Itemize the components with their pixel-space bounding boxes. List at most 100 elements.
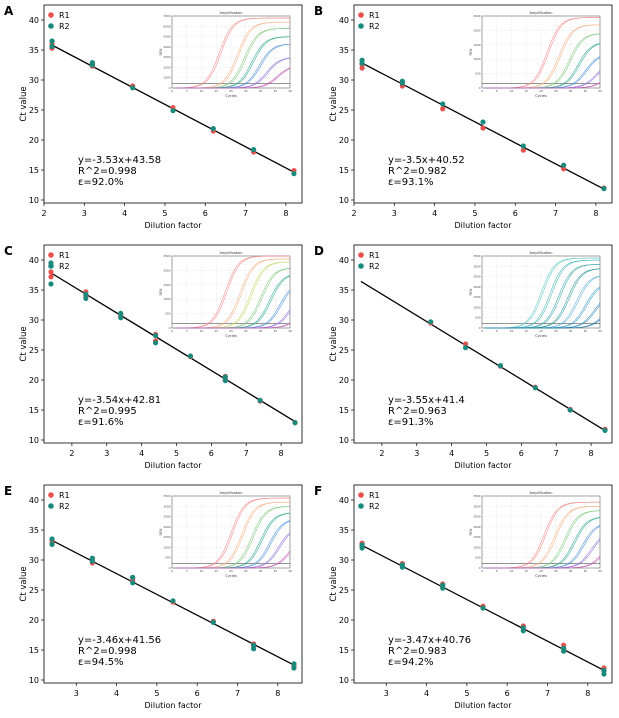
inset-y-tick-label: 500	[165, 312, 171, 316]
inset-y-tick-label: 2500	[163, 254, 170, 258]
inset-y-tick-label: 2000	[163, 525, 170, 529]
y-tick-label: 10	[29, 196, 39, 205]
x-tick-label: 2	[379, 449, 384, 458]
y-tick-label: 30	[29, 316, 39, 325]
legend-marker-r2	[48, 23, 54, 29]
point-r2	[497, 363, 504, 369]
x-tick-label: 6	[203, 209, 208, 218]
inset-x-label: Cycles	[225, 574, 237, 578]
inset-x-tick-label: 5	[496, 329, 498, 333]
x-tick-label: 6	[505, 689, 510, 698]
panel-label: B	[314, 4, 323, 18]
y-tick-label: 10	[29, 436, 39, 445]
y-tick-label: 15	[29, 166, 39, 175]
point-r2	[601, 671, 607, 677]
point-r2	[480, 605, 486, 611]
y-tick-label: 30	[339, 76, 349, 85]
inset-x-tick-label: 20	[539, 569, 543, 573]
legend-label-r2: R2	[369, 22, 380, 31]
x-tick-label: 8	[589, 449, 594, 458]
fit-line	[360, 280, 606, 432]
legend-marker-r1	[48, 252, 54, 258]
legend-label-r1: R1	[59, 11, 70, 20]
legend-label-r2: R2	[369, 262, 380, 271]
fit-annotation: ε=93.1%	[388, 177, 434, 188]
point-r2	[462, 345, 469, 351]
point-r2	[520, 143, 526, 149]
inset-title: Amplification	[530, 491, 553, 495]
inset-y-tick-label: 3500	[473, 254, 480, 258]
inset-y-tick-label: 3000	[163, 55, 170, 59]
inset-x-tick-label: 15	[524, 569, 528, 573]
x-tick-label: 7	[244, 449, 249, 458]
x-tick-label: 3	[384, 689, 389, 698]
inset-x-tick-label: 0	[171, 329, 173, 333]
legend-marker-r1	[358, 252, 364, 258]
x-tick-label: 3	[392, 209, 397, 218]
inset-x-tick-label: 40	[288, 569, 292, 573]
inset-y-tick-label: 1000	[473, 545, 480, 549]
inset-x-tick-label: 10	[200, 329, 204, 333]
point-r1	[462, 341, 469, 347]
fit-annotation: y=-3.5x+40.52	[388, 155, 465, 166]
inset-x-tick-label: 35	[273, 329, 277, 333]
point-r2	[257, 397, 263, 403]
inset-x-label: Cycles	[535, 574, 547, 578]
inset-x-tick-label: 15	[524, 329, 528, 333]
inset-x-tick-label: 30	[259, 329, 263, 333]
inset-x-tick-label: 25	[244, 329, 248, 333]
point-r2	[561, 645, 567, 651]
fit-annotation: ε=92.0%	[78, 177, 124, 188]
inset-x-tick-label: 30	[569, 89, 573, 93]
y-tick-label: 35	[29, 286, 39, 295]
x-tick-label: 5	[472, 209, 477, 218]
inset-x-tick-label: 35	[273, 569, 277, 573]
inset-title: Amplification	[220, 11, 243, 15]
legend-label-r2: R2	[59, 262, 70, 271]
inset-y-tick-label: 7000	[163, 14, 170, 18]
inset-y-tick-label: 2500	[473, 14, 480, 18]
inset-y-tick-label: 1000	[163, 76, 170, 80]
inset-x-tick-label: 5	[186, 569, 188, 573]
fit-annotation: R^2=0.963	[388, 406, 447, 417]
fit-annotation: y=-3.55x+41.4	[388, 395, 465, 406]
y-tick-label: 25	[29, 106, 39, 115]
inset-y-tick-label: 2000	[163, 268, 170, 272]
y-axis-label: Ct value	[329, 86, 339, 121]
inset-y-tick-label: 4000	[163, 45, 170, 49]
point-r2	[428, 319, 434, 325]
x-tick-label: 2	[41, 209, 46, 218]
y-tick-label: 20	[29, 136, 39, 145]
point-r2	[49, 38, 55, 44]
inset-y-tick-label: 1000	[473, 57, 480, 61]
inset-title: Amplification	[530, 11, 553, 15]
point-r2	[359, 57, 365, 63]
legend-marker-r1	[48, 492, 54, 498]
plot-frame	[43, 244, 303, 444]
x-tick-label: 7	[235, 689, 240, 698]
inset-y-tick-label: 0	[479, 566, 481, 570]
inset-y-tick-label: 1000	[163, 297, 170, 301]
inset-x-label: Cycles	[225, 334, 237, 338]
inset-x-tick-label: 30	[569, 569, 573, 573]
inset-x-tick-label: 0	[171, 569, 173, 573]
point-r2	[561, 162, 567, 168]
x-tick-label: 5	[174, 449, 179, 458]
x-tick-label: 6	[519, 449, 524, 458]
panel-label: E	[4, 484, 12, 498]
fit-annotation: ε=94.5%	[78, 657, 124, 668]
y-tick-label: 15	[339, 166, 349, 175]
inset-y-tick-label: 500	[475, 556, 481, 560]
point-r2	[130, 574, 136, 580]
inset-title: Amplification	[220, 251, 243, 255]
inset-title: Amplification	[530, 251, 553, 255]
y-tick-label: 10	[339, 676, 349, 685]
y-axis-label: Ct value	[19, 326, 29, 361]
inset-y-tick-label: 500	[475, 316, 481, 320]
fit-annotation: R^2=0.995	[78, 406, 137, 417]
y-tick-label: 40	[339, 16, 349, 25]
inset-x-tick-label: 5	[496, 89, 498, 93]
inset-x-tick-label: 30	[259, 89, 263, 93]
